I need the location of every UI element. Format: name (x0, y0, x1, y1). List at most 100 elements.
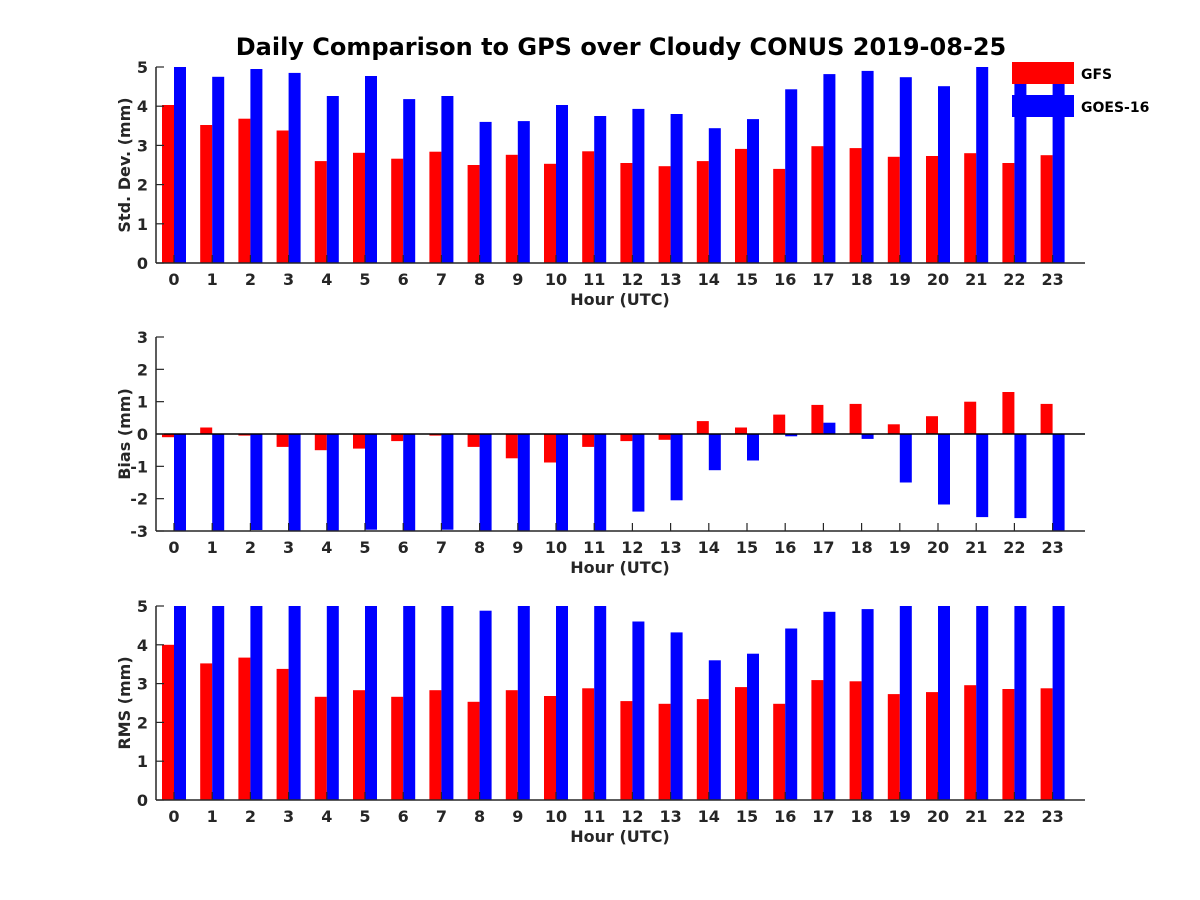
bar-gfs-hour-18 (849, 681, 862, 800)
y-tick-label: -3 (130, 522, 148, 541)
bar-goes16-hour-8 (479, 121, 492, 264)
x-tick-label: 16 (774, 270, 796, 289)
x-tick-label: 3 (283, 538, 294, 557)
bar-goes16-hour-6 (403, 99, 416, 263)
x-tick-label: 21 (965, 270, 987, 289)
x-tick-label: 12 (621, 538, 643, 557)
bar-gfs-hour-1 (200, 427, 213, 434)
x-tick-label: 6 (398, 807, 409, 826)
y-tick-label: 1 (137, 752, 148, 771)
bar-gfs-hour-6 (391, 434, 404, 442)
y-tick-label: 3 (137, 675, 148, 694)
x-tick-label: 0 (168, 807, 179, 826)
bar-gfs-hour-1 (200, 663, 213, 800)
y-tick-label: 4 (137, 97, 148, 116)
y-axis-label: Std. Dev. (mm) (115, 97, 134, 232)
y-tick-label: 1 (137, 393, 148, 412)
x-tick-label: 17 (812, 807, 834, 826)
y-tick-label: 2 (137, 176, 148, 195)
bar-goes16-hour-15 (747, 119, 759, 263)
bar-goes16-hour-2 (250, 434, 263, 530)
bar-goes16-hour-13 (670, 632, 683, 800)
legend-swatch-goes16 (1012, 95, 1074, 117)
bar-goes16-hour-18 (861, 434, 874, 439)
bar-goes16-hour-21 (976, 434, 989, 518)
x-tick-label: 4 (321, 807, 332, 826)
x-tick-label: 1 (207, 807, 218, 826)
x-tick-label: 21 (965, 538, 987, 557)
bar-goes16-hour-9 (517, 606, 530, 800)
bar-gfs-hour-8 (467, 165, 480, 263)
bar-gfs-hour-8 (467, 701, 480, 800)
x-tick-label: 2 (245, 538, 256, 557)
bar-gfs-hour-19 (887, 424, 900, 434)
bar-gfs-hour-20 (926, 156, 938, 263)
bar-goes16-hour-12 (632, 108, 645, 264)
bar-gfs-hour-3 (276, 668, 289, 800)
bar-gfs-hour-8 (467, 434, 480, 447)
bar-goes16-hour-23 (1052, 606, 1065, 800)
x-tick-label: 12 (621, 270, 643, 289)
x-axis-label: Hour (UTC) (570, 827, 670, 846)
bar-goes16-hour-17 (823, 422, 836, 434)
x-tick-label: 15 (736, 270, 758, 289)
bar-goes16-hour-1 (212, 76, 225, 263)
y-tick-label: 0 (137, 425, 148, 444)
x-tick-label: 18 (850, 807, 872, 826)
x-tick-label: 19 (889, 807, 911, 826)
x-tick-label: 14 (698, 807, 720, 826)
bar-gfs-hour-21 (964, 153, 977, 263)
bar-gfs-hour-17 (811, 404, 824, 434)
bar-gfs-hour-7 (429, 434, 442, 436)
x-tick-label: 17 (812, 270, 834, 289)
x-tick-label: 9 (512, 807, 523, 826)
bar-goes16-hour-10 (556, 606, 568, 800)
legend-swatch-gfs (1012, 62, 1074, 84)
x-tick-label: 13 (659, 807, 681, 826)
bar-goes16-hour-17 (823, 74, 836, 263)
bar-gfs-hour-12 (620, 434, 633, 442)
x-tick-label: 13 (659, 270, 681, 289)
x-axis-label: Hour (UTC) (570, 558, 670, 577)
x-tick-label: 23 (1041, 538, 1063, 557)
bar-gfs-hour-10 (544, 163, 556, 263)
bar-gfs-hour-4 (314, 434, 327, 451)
bar-goes16-hour-19 (899, 77, 912, 263)
bar-gfs-hour-5 (353, 152, 365, 263)
bar-gfs-hour-3 (276, 434, 289, 447)
bar-goes16-hour-18 (861, 70, 874, 264)
bar-goes16-hour-22 (1014, 606, 1027, 800)
bar-goes16-hour-16 (785, 434, 798, 437)
bar-goes16-hour-3 (288, 434, 301, 531)
bar-goes16-hour-5 (365, 606, 377, 800)
y-tick-label: 3 (137, 136, 148, 155)
bar-gfs-hour-19 (887, 156, 900, 263)
bar-gfs-hour-2 (238, 434, 251, 436)
bar-gfs-hour-0 (162, 644, 174, 800)
bar-goes16-hour-23 (1052, 82, 1065, 263)
x-tick-label: 4 (321, 538, 332, 557)
x-tick-label: 21 (965, 807, 987, 826)
bar-goes16-hour-4 (326, 96, 339, 263)
y-tick-label: -2 (130, 490, 148, 509)
bar-goes16-hour-21 (976, 67, 989, 263)
x-tick-label: 22 (1003, 807, 1025, 826)
bar-goes16-hour-16 (785, 89, 798, 263)
bar-goes16-hour-20 (938, 86, 950, 263)
y-tick-label: 2 (137, 713, 148, 732)
bar-gfs-hour-7 (429, 690, 442, 800)
bar-goes16-hour-0 (174, 606, 186, 800)
legend-label-gfs: GFS (1081, 67, 1112, 83)
x-tick-label: 8 (474, 270, 485, 289)
bar-goes16-hour-15 (747, 434, 759, 461)
x-tick-label: 11 (583, 807, 605, 826)
x-tick-label: 10 (545, 807, 567, 826)
y-axis-label: Bias (mm) (115, 388, 134, 480)
bar-gfs-hour-5 (353, 690, 365, 800)
bar-goes16-hour-22 (1014, 83, 1027, 263)
bar-gfs-hour-9 (505, 690, 518, 800)
x-tick-label: 7 (436, 538, 447, 557)
bar-goes16-hour-8 (479, 434, 492, 531)
x-tick-label: 23 (1041, 807, 1063, 826)
bar-goes16-hour-7 (441, 96, 454, 263)
